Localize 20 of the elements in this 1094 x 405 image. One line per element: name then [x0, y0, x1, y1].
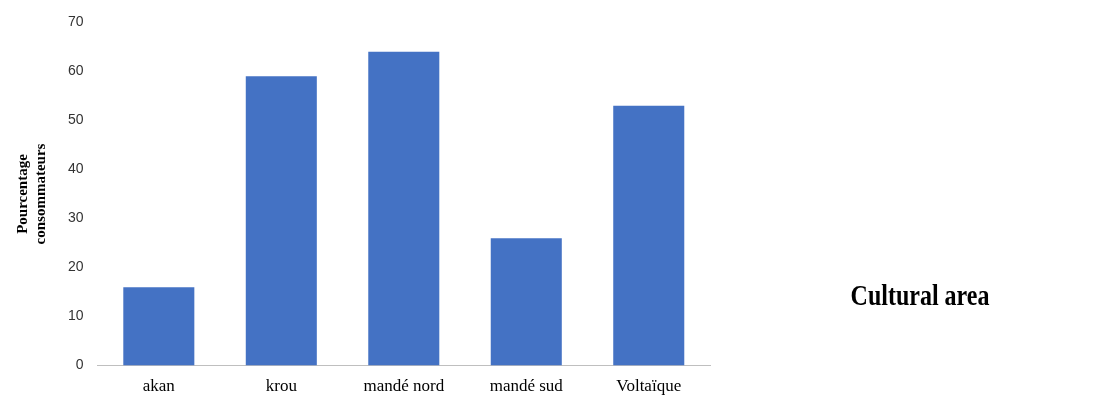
x-tick-label: akan: [142, 376, 176, 396]
y-tick-label: 50: [67, 111, 84, 128]
y-tick-label: 70: [67, 13, 84, 30]
x-tick-label: mandé sud: [489, 376, 564, 396]
y-tick-label: 60: [67, 62, 84, 79]
bar: [245, 76, 317, 366]
bar: [368, 51, 440, 366]
x-tick-label: krou: [265, 376, 298, 396]
bar: [490, 238, 562, 366]
y-tick-label: 10: [67, 307, 84, 324]
y-tick-label: 30: [67, 209, 84, 226]
bar: [613, 105, 685, 366]
y-tick-label: 0: [75, 356, 84, 373]
x-tick-label: mandé nord: [363, 376, 445, 396]
y-axis-title: Pourcentage consommateurs: [13, 143, 48, 245]
x-axis-title: Cultural area: [849, 278, 991, 312]
x-tick-label: Voltaïque: [616, 376, 682, 396]
y-tick-label: 20: [67, 258, 84, 275]
bar: [123, 287, 195, 366]
y-tick-label: 40: [67, 160, 84, 177]
